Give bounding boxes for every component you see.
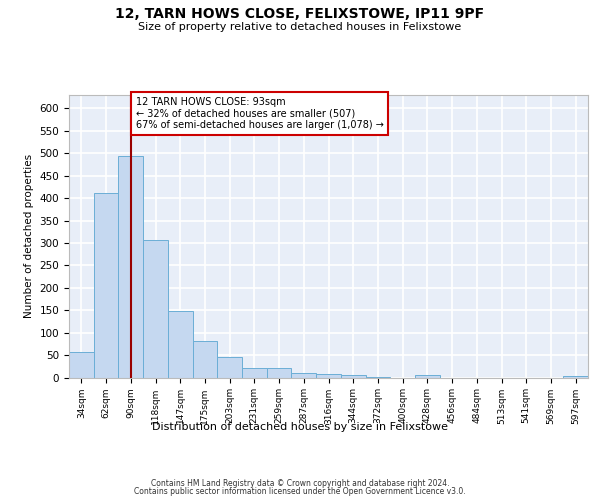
Bar [242,368,267,378]
Text: Size of property relative to detached houses in Felixstowe: Size of property relative to detached ho… [139,22,461,32]
Text: Contains public sector information licensed under the Open Government Licence v3: Contains public sector information licen… [134,487,466,496]
Text: Contains HM Land Registry data © Crown copyright and database right 2024.: Contains HM Land Registry data © Crown c… [151,478,449,488]
Bar [341,375,365,378]
Bar [267,368,292,378]
Bar [118,156,143,378]
Bar [316,374,341,378]
Text: Distribution of detached houses by size in Felixstowe: Distribution of detached houses by size … [152,422,448,432]
Bar [217,358,242,378]
Bar [193,340,217,378]
Text: 12 TARN HOWS CLOSE: 93sqm
← 32% of detached houses are smaller (507)
67% of semi: 12 TARN HOWS CLOSE: 93sqm ← 32% of detac… [136,97,383,130]
Bar [168,311,193,378]
Bar [94,193,118,378]
Y-axis label: Number of detached properties: Number of detached properties [24,154,34,318]
Bar [292,373,316,378]
Bar [563,376,588,378]
Text: 12, TARN HOWS CLOSE, FELIXSTOWE, IP11 9PF: 12, TARN HOWS CLOSE, FELIXSTOWE, IP11 9P… [115,8,485,22]
Bar [143,240,168,378]
Bar [415,375,440,378]
Bar [69,352,94,378]
